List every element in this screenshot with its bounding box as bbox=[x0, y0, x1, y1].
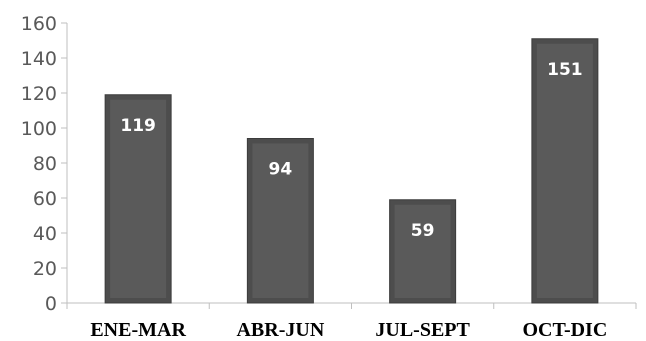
y-tick-label: 160 bbox=[21, 13, 57, 35]
x-category-label: JUL-SEPT bbox=[375, 319, 470, 341]
data-label: 59 bbox=[411, 221, 435, 241]
bar-inner-panel bbox=[252, 143, 309, 298]
y-tick-label: 100 bbox=[21, 118, 57, 140]
x-axis: ENE-MAR ABR-JUN JUL-SEPT OCT-DIC bbox=[66, 302, 637, 341]
x-category-label: ENE-MAR bbox=[90, 319, 186, 341]
bar-inner-panel bbox=[110, 99, 167, 298]
bar-inner-panel bbox=[536, 43, 593, 298]
y-tick-label: 0 bbox=[45, 293, 57, 315]
y-tick-label: 60 bbox=[33, 188, 57, 210]
y-tick-label: 20 bbox=[33, 258, 57, 280]
data-label: 119 bbox=[120, 116, 156, 136]
data-label: 151 bbox=[547, 60, 583, 80]
x-category-label: ABR-JUN bbox=[236, 319, 324, 341]
y-axis: 0 20 40 60 80 100 120 140 160 bbox=[21, 13, 68, 315]
y-tick-label: 80 bbox=[33, 153, 57, 175]
data-labels: 119 94 59 151 bbox=[120, 60, 582, 241]
bar-series bbox=[104, 38, 599, 304]
x-category-label: OCT-DIC bbox=[522, 319, 607, 341]
y-tick-label: 140 bbox=[21, 48, 57, 70]
data-label: 94 bbox=[269, 160, 293, 180]
bar-inner-panel bbox=[394, 204, 451, 298]
y-tick-label: 40 bbox=[33, 223, 57, 245]
y-tick-label: 120 bbox=[21, 83, 57, 105]
